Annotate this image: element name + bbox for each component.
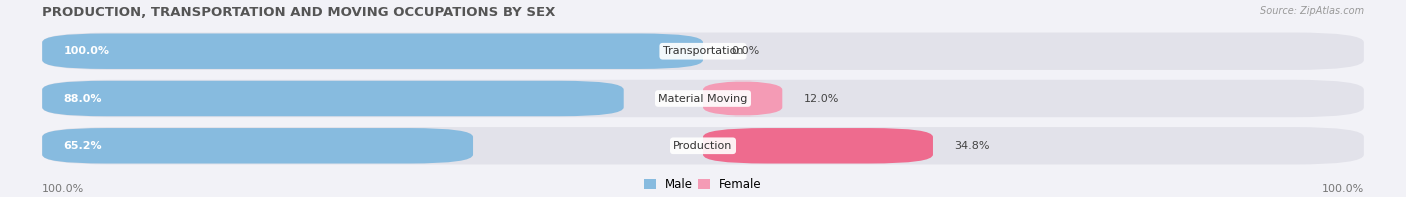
Text: 65.2%: 65.2%	[63, 141, 101, 151]
Text: 88.0%: 88.0%	[63, 94, 101, 103]
Text: 100.0%: 100.0%	[1322, 184, 1364, 194]
Text: 0.0%: 0.0%	[731, 46, 759, 56]
FancyBboxPatch shape	[42, 128, 472, 164]
Text: PRODUCTION, TRANSPORTATION AND MOVING OCCUPATIONS BY SEX: PRODUCTION, TRANSPORTATION AND MOVING OC…	[42, 6, 555, 19]
Text: 34.8%: 34.8%	[955, 141, 990, 151]
FancyBboxPatch shape	[42, 127, 1364, 164]
Text: 100.0%: 100.0%	[63, 46, 110, 56]
FancyBboxPatch shape	[703, 81, 782, 116]
FancyBboxPatch shape	[42, 33, 1364, 70]
Text: Transportation: Transportation	[662, 46, 744, 56]
Text: Production: Production	[673, 141, 733, 151]
FancyBboxPatch shape	[42, 81, 624, 116]
FancyBboxPatch shape	[703, 128, 934, 164]
Text: Material Moving: Material Moving	[658, 94, 748, 103]
FancyBboxPatch shape	[42, 80, 1364, 117]
FancyBboxPatch shape	[42, 33, 703, 69]
Text: 100.0%: 100.0%	[42, 184, 84, 194]
Text: 12.0%: 12.0%	[803, 94, 839, 103]
Text: Source: ZipAtlas.com: Source: ZipAtlas.com	[1260, 6, 1364, 16]
Legend: Male, Female: Male, Female	[644, 178, 762, 191]
